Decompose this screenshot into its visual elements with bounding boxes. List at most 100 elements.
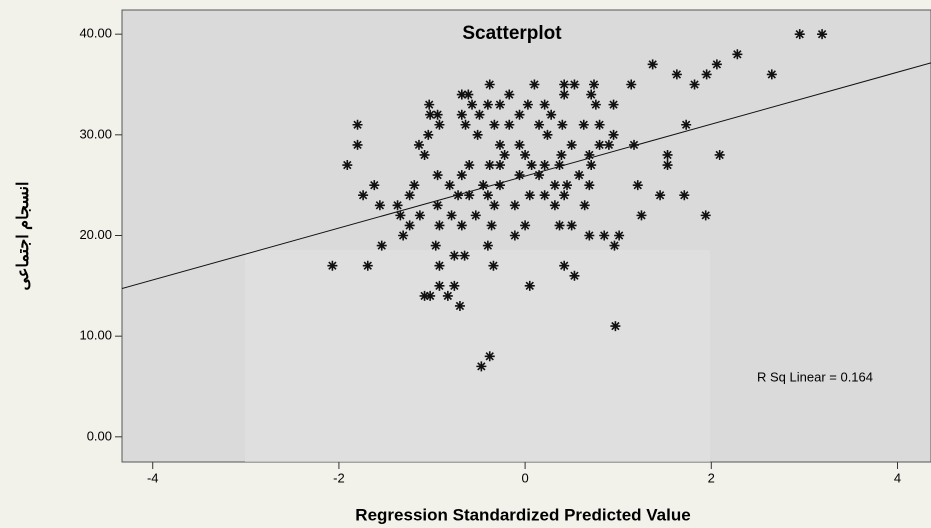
- point: [555, 160, 565, 170]
- point: [690, 79, 700, 89]
- point: [610, 321, 620, 331]
- point: [449, 251, 459, 261]
- point: [342, 160, 352, 170]
- point: [515, 170, 525, 180]
- y-tick-label: 30.00: [79, 126, 112, 141]
- point: [443, 291, 453, 301]
- point: [433, 170, 443, 180]
- point: [447, 210, 457, 220]
- point: [395, 210, 405, 220]
- x-tick-label: -4: [147, 470, 159, 485]
- point: [425, 291, 435, 301]
- point: [504, 120, 514, 130]
- point: [580, 200, 590, 210]
- point: [589, 79, 599, 89]
- point: [510, 200, 520, 210]
- point: [495, 160, 505, 170]
- chart-title: Scatterplot: [462, 23, 562, 44]
- point: [485, 351, 495, 361]
- point: [433, 110, 443, 120]
- point: [529, 79, 539, 89]
- point: [609, 130, 619, 140]
- point: [467, 100, 477, 110]
- point: [500, 150, 510, 160]
- point: [584, 230, 594, 240]
- point: [510, 230, 520, 240]
- x-tick-label: 2: [708, 470, 715, 485]
- point: [398, 230, 408, 240]
- x-axis-label: Regression Standardized Predicted Value: [355, 505, 690, 524]
- point: [455, 301, 465, 311]
- point: [464, 160, 474, 170]
- point: [363, 261, 373, 271]
- point: [629, 140, 639, 150]
- point: [434, 281, 444, 291]
- y-tick-label: 10.00: [79, 328, 112, 343]
- point: [633, 180, 643, 190]
- y-tick-label: 0.00: [87, 428, 112, 443]
- point: [434, 220, 444, 230]
- point: [457, 170, 467, 180]
- point: [445, 180, 455, 190]
- point: [495, 140, 505, 150]
- point: [655, 190, 665, 200]
- point: [702, 69, 712, 79]
- point: [515, 140, 525, 150]
- point: [489, 120, 499, 130]
- point: [461, 120, 471, 130]
- point: [817, 29, 827, 39]
- point: [393, 200, 403, 210]
- y-tick-label: 40.00: [79, 26, 112, 41]
- point: [562, 180, 572, 190]
- point: [584, 150, 594, 160]
- point: [434, 120, 444, 130]
- point: [663, 150, 673, 160]
- point: [546, 110, 556, 120]
- point: [415, 210, 425, 220]
- point: [567, 140, 577, 150]
- point: [353, 140, 363, 150]
- point: [701, 210, 711, 220]
- page: {"chart_data": {"type": "scatter", "titl…: [0, 0, 931, 528]
- point: [405, 190, 415, 200]
- point: [405, 220, 415, 230]
- point: [569, 79, 579, 89]
- point: [474, 110, 484, 120]
- point: [414, 140, 424, 150]
- watermark: [245, 250, 710, 462]
- point: [353, 120, 363, 130]
- point: [369, 180, 379, 190]
- point: [557, 120, 567, 130]
- point: [715, 150, 725, 160]
- point: [520, 220, 530, 230]
- point: [595, 120, 605, 130]
- point: [457, 110, 467, 120]
- point: [540, 190, 550, 200]
- point: [556, 150, 566, 160]
- point: [449, 281, 459, 291]
- point: [520, 150, 530, 160]
- point: [457, 220, 467, 230]
- point: [732, 49, 742, 59]
- point: [483, 241, 493, 251]
- point: [464, 190, 474, 200]
- point: [534, 120, 544, 130]
- point: [471, 210, 481, 220]
- point: [584, 180, 594, 190]
- chart: Scatterplot Regression Standardized Pred…: [0, 0, 931, 528]
- point: [495, 180, 505, 190]
- point: [604, 140, 614, 150]
- point: [767, 69, 777, 79]
- point: [478, 180, 488, 190]
- point: [626, 79, 636, 89]
- point: [489, 200, 499, 210]
- point: [567, 220, 577, 230]
- point: [460, 251, 470, 261]
- point: [672, 69, 682, 79]
- point: [358, 190, 368, 200]
- point: [483, 190, 493, 200]
- point: [487, 220, 497, 230]
- point: [534, 170, 544, 180]
- point: [423, 130, 433, 140]
- point: [795, 29, 805, 39]
